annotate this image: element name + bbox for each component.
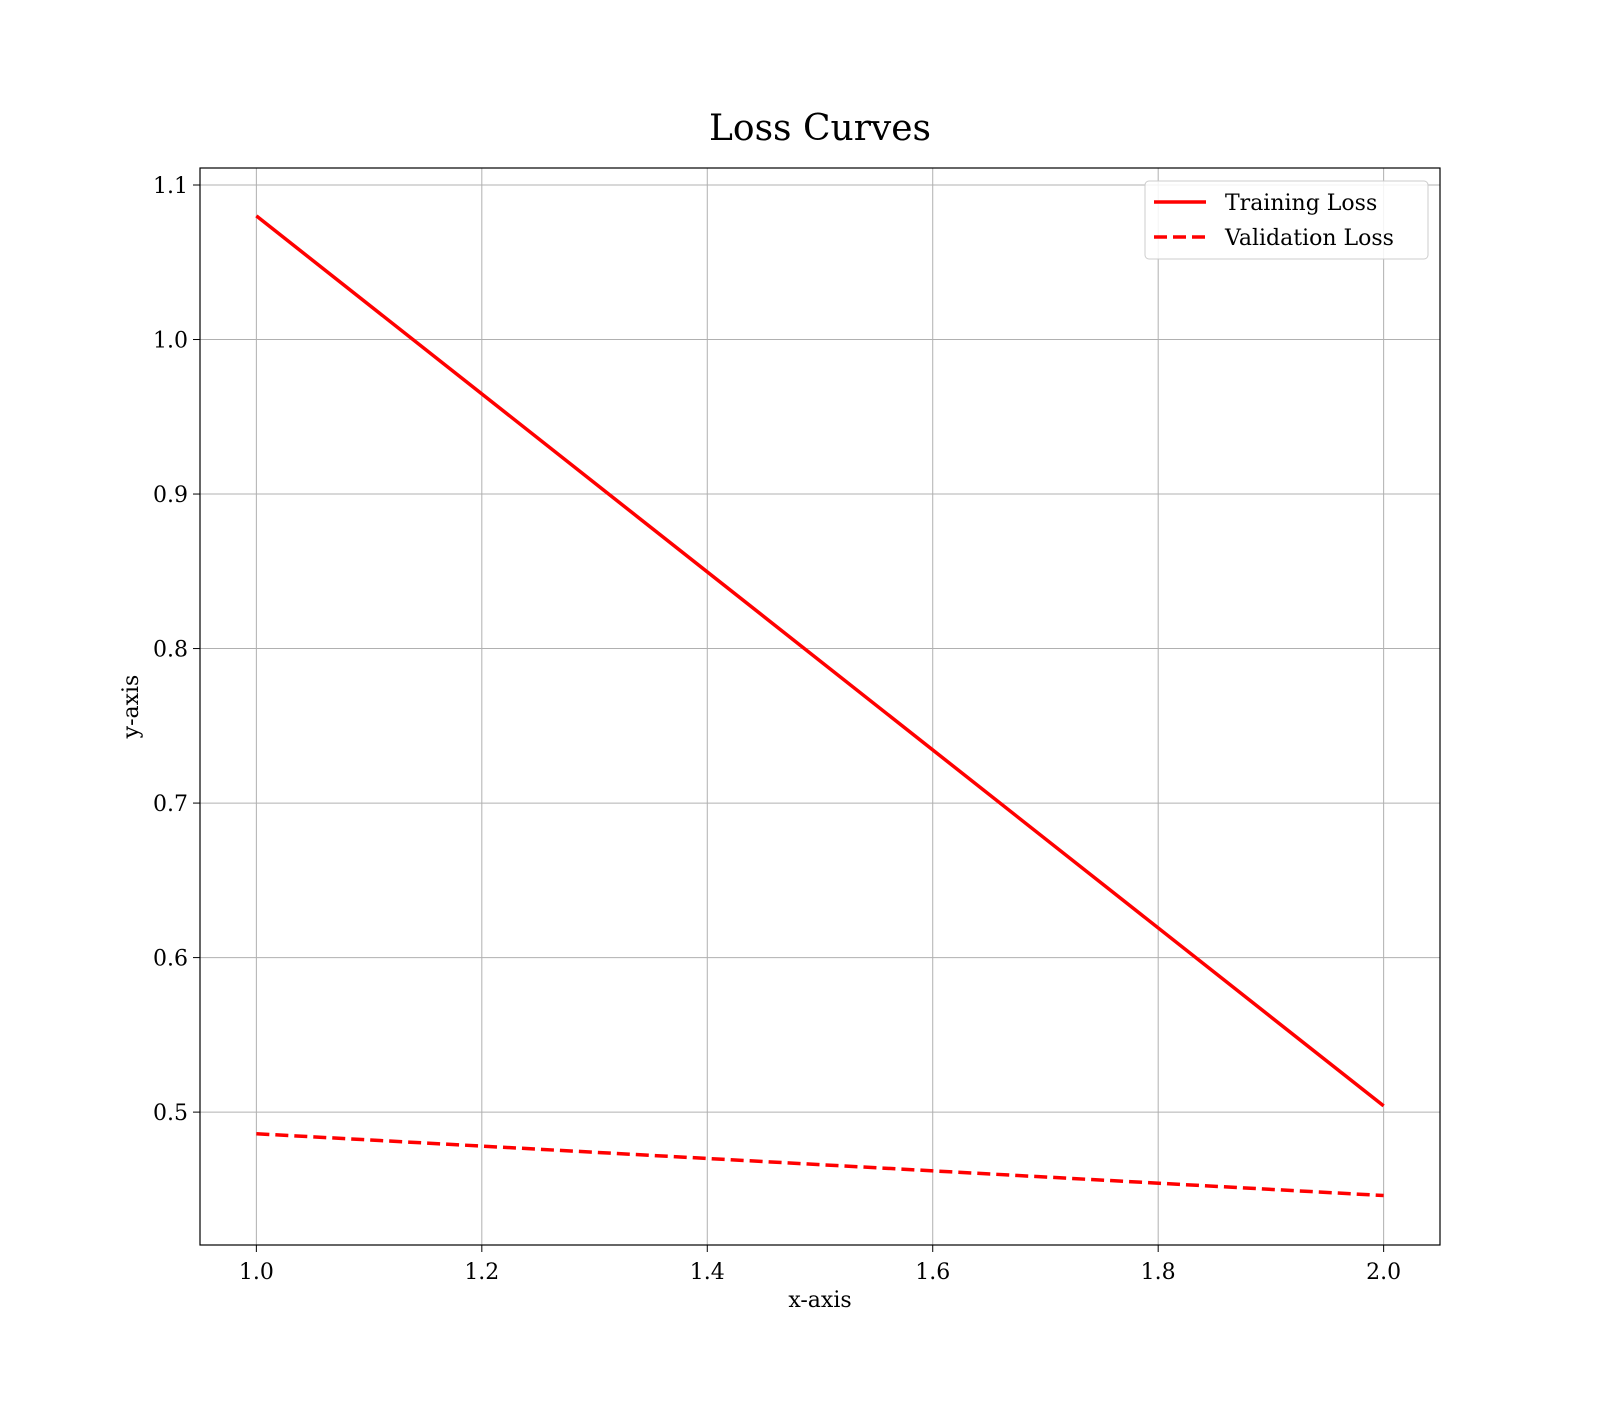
x-tick-label: 2.0 bbox=[1366, 1260, 1401, 1285]
legend: Training Loss Validation Loss bbox=[1144, 180, 1429, 260]
x-axis-label: x-axis bbox=[788, 1288, 851, 1313]
x-tick-label: 1.0 bbox=[239, 1260, 274, 1285]
plot-frame bbox=[199, 167, 1441, 1246]
y-tick-label: 1.0 bbox=[153, 329, 188, 354]
y-axis-label: y-axis bbox=[119, 675, 144, 740]
legend-box bbox=[1144, 180, 1429, 260]
chart-title: Loss Curves bbox=[709, 108, 931, 149]
grid-layer bbox=[200, 168, 1440, 1245]
x-tick-label: 1.8 bbox=[1141, 1260, 1176, 1285]
y-tick-label: 0.5 bbox=[153, 1101, 188, 1126]
series-line-validation-loss bbox=[256, 1131, 1384, 1198]
x-tick-label: 1.6 bbox=[915, 1260, 950, 1285]
x-tick-label: 1.2 bbox=[464, 1260, 499, 1285]
series-line-training-loss bbox=[255, 214, 1385, 1108]
y-tick-label: 0.8 bbox=[153, 638, 188, 663]
legend-label: Training Loss bbox=[1225, 191, 1377, 216]
x-tick-label: 1.4 bbox=[690, 1260, 725, 1285]
y-tick-label: 0.6 bbox=[153, 947, 188, 972]
series-layer bbox=[255, 214, 1385, 1198]
y-tick-label: 1.1 bbox=[153, 174, 188, 199]
y-tick-label: 0.7 bbox=[153, 792, 188, 817]
legend-label: Validation Loss bbox=[1224, 226, 1394, 251]
ticks-layer: 1.0 1.2 1.4 1.6 1.8 2.0 0.5 0.6 0.7 0.8 0.9 1.0 1.1 bbox=[153, 174, 1401, 1285]
y-tick-label: 0.9 bbox=[153, 483, 188, 508]
